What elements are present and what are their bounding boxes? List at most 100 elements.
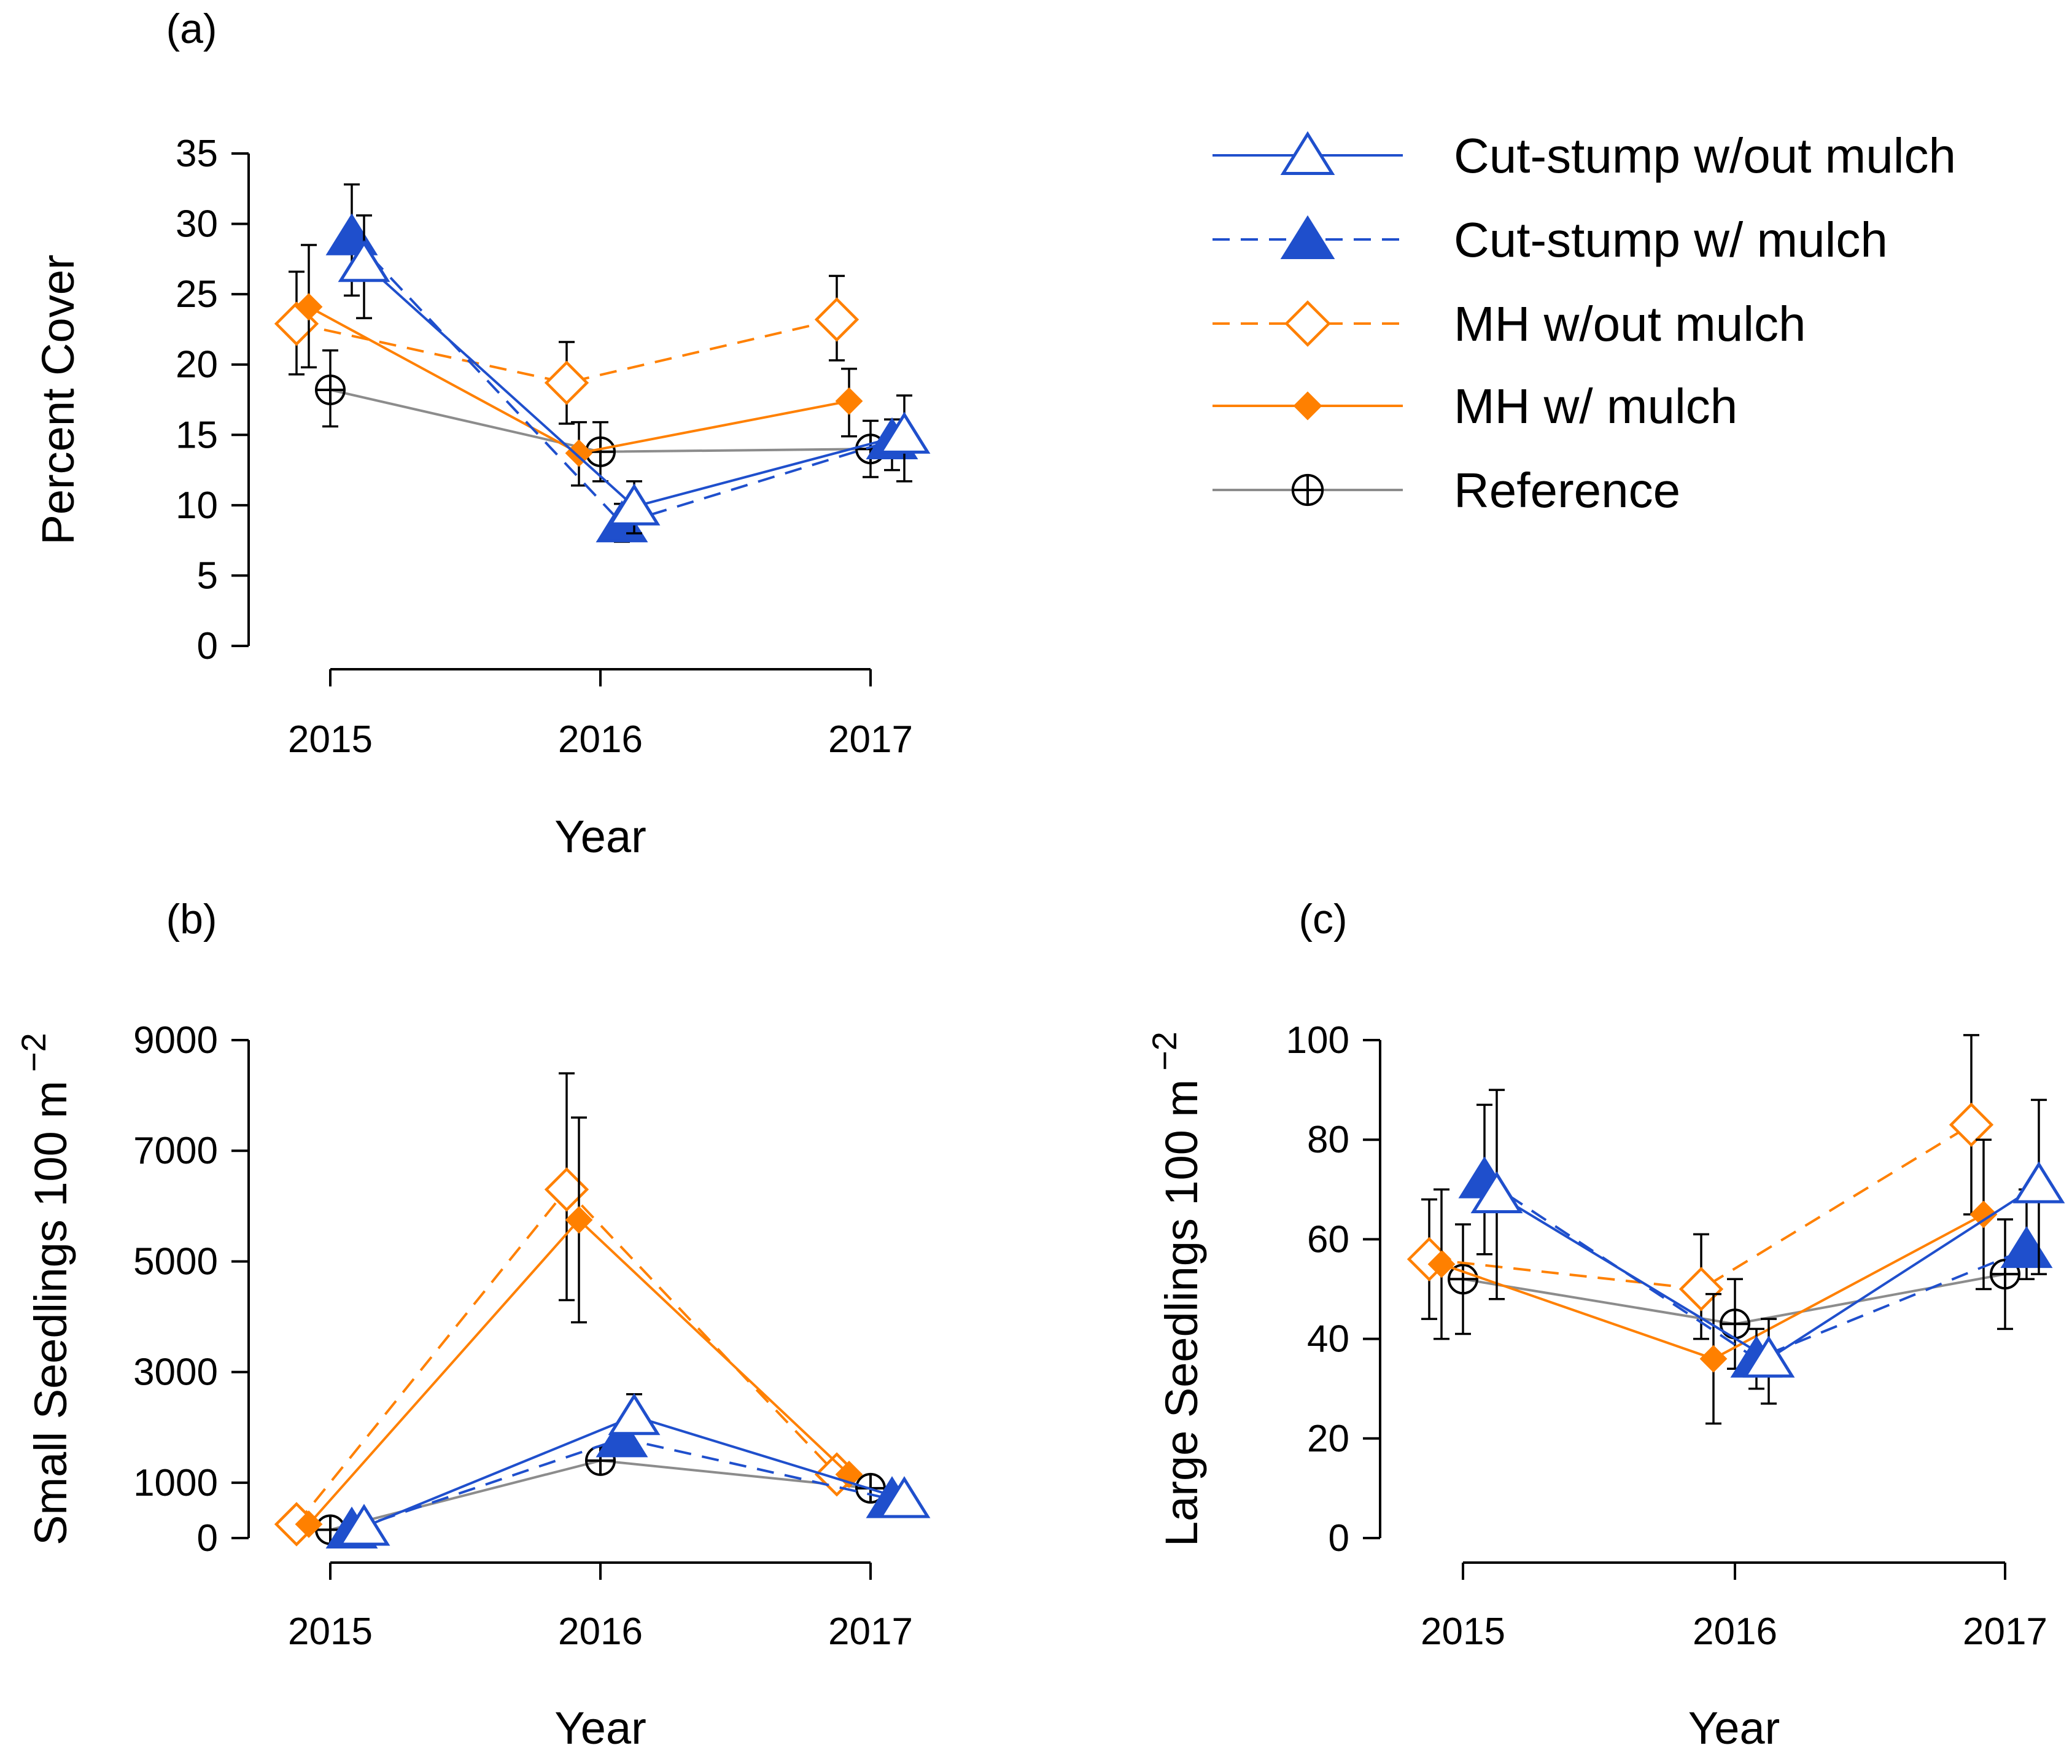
chart-panel-a: (a) 0 5 10 15 20 25 30 35 2015 2016 2017 Year Percent… [33, 6, 931, 862]
series-mh_w [1427, 1138, 1998, 1425]
series-cs_wo [338, 1393, 931, 1546]
x-tick-label: 2017 [1963, 1611, 2047, 1653]
x-axis-title: Year [1688, 1703, 1780, 1754]
legend-label-mh_w: MH w/ mulch [1454, 379, 1737, 433]
legend-marker-mh_w [1293, 391, 1322, 421]
data-point-cs_wo [608, 483, 661, 526]
legend-label-cs_wo: Cut-stump w/out mulch [1454, 128, 1956, 183]
y-tick-label: 0 [197, 625, 218, 667]
data-point-cs_wo [1470, 1171, 1523, 1213]
x-tick-label: 2016 [558, 718, 643, 761]
series-ref [315, 1445, 886, 1545]
y-tick-label: 35 [176, 133, 218, 175]
data-point-cs_w [2000, 1226, 2053, 1269]
data-point-cs_wo [1742, 1335, 1795, 1378]
data-point-mh_wo [1678, 1267, 1724, 1311]
x-tick-label: 2015 [1421, 1611, 1505, 1653]
series-ref [1448, 1218, 2020, 1370]
data-point-cs_wo [878, 411, 931, 454]
legend-item-mh_wo: MH w/out mulch [1213, 297, 1806, 351]
y-axis-title-text: Small Seedlings 100 m [25, 1081, 76, 1545]
legend-label-mh_wo: MH w/out mulch [1454, 297, 1806, 351]
y-tick-label: 25 [176, 273, 218, 316]
legend: Cut-stump w/out mulch Cut-stump w/ mulch M… [1213, 128, 1956, 518]
series-line-mh_wo [296, 318, 837, 384]
legend-item-cs_wo: Cut-stump w/out mulch [1213, 128, 1956, 183]
y-tick-label: 9000 [133, 1019, 218, 1062]
y-tick-label: 20 [1307, 1418, 1349, 1460]
y-axis-title: Percent Cover [33, 255, 83, 545]
data-point-mh_w [1427, 1250, 1456, 1278]
chart-panel-c: (c) 0 20 40 60 80 100 2015 2016 2017 Year Large See… [1145, 896, 2065, 1754]
legend-item-mh_w: MH w/ mulch [1213, 379, 1737, 433]
legend-marker-mh_wo [1284, 300, 1331, 347]
y-tick-label: 60 [1307, 1218, 1349, 1261]
data-point-ref [315, 374, 346, 405]
y-axis-title-text: Percent Cover [33, 255, 83, 545]
series-cs_w [325, 183, 918, 543]
y-tick-label: 40 [1307, 1318, 1349, 1361]
series-line-cs_wo [363, 262, 905, 508]
x-axis: 2015 2016 2017 [288, 1561, 913, 1653]
y-tick-label: 100 [1286, 1019, 1349, 1062]
data-point-mh_w [1969, 1200, 1998, 1229]
y-axis-title: Large Seedlings 100 m −2 [1145, 1032, 1207, 1547]
y-tick-label: 5000 [133, 1240, 218, 1283]
legend-item-cs_w: Cut-stump w/ mulch [1213, 212, 1888, 267]
data-point-mh_wo [544, 360, 589, 405]
y-tick-label: 7000 [133, 1130, 218, 1172]
panel-label: (b) [166, 896, 217, 942]
panel-label: (c) [1298, 896, 1347, 942]
y-tick-label: 10 [176, 484, 218, 527]
chart-panel-b: (b) 0 1000 3000 5000 7000 9000 2015 2016 2017 Year… [14, 896, 931, 1754]
data-point-mh_wo [1949, 1102, 1994, 1148]
y-tick-label: 0 [1329, 1517, 1349, 1560]
y-axis-title-exponent: −2 [14, 1033, 53, 1072]
y-axis: 0 1000 3000 5000 7000 9000 [133, 1019, 250, 1560]
data-point-cs_wo [608, 1393, 661, 1436]
x-tick-label: 2017 [828, 718, 913, 761]
legend-marker-cs_wo [1280, 131, 1335, 175]
series-mh_wo [274, 270, 859, 425]
series-mh_w [295, 1116, 863, 1538]
y-tick-label: 3000 [133, 1351, 218, 1394]
series-mh_wo [274, 1072, 859, 1547]
data-point-mh_wo [814, 297, 859, 342]
x-axis-title: Year [554, 1703, 646, 1754]
data-point-cs_wo [338, 239, 390, 282]
series-cs_w [1458, 1103, 2053, 1390]
x-tick-label: 2015 [288, 718, 373, 761]
data-point-cs_wo [878, 1476, 931, 1518]
data-point-mh_wo [544, 1167, 589, 1212]
legend-marker-cs_w [1280, 215, 1335, 259]
data-point-mh_w [295, 293, 323, 321]
y-axis: 0 5 10 15 20 25 30 35 [176, 133, 250, 667]
y-tick-label: 15 [176, 414, 218, 456]
x-tick-label: 2015 [288, 1611, 373, 1653]
y-tick-label: 5 [197, 554, 218, 597]
data-point-mh_w [295, 1510, 323, 1538]
legend-label-ref: Reference [1454, 463, 1680, 518]
y-axis-title-text: Large Seedlings 100 m [1156, 1079, 1207, 1547]
y-tick-label: 1000 [133, 1462, 218, 1504]
series-line-mh_wo [1429, 1124, 1973, 1291]
data-point-ref [1448, 1264, 1478, 1295]
x-tick-label: 2016 [1693, 1611, 1777, 1653]
y-tick-label: 30 [176, 203, 218, 246]
data-point-mh_w [565, 1206, 593, 1234]
panel-label: (a) [166, 6, 217, 52]
data-point-mh_w [1699, 1345, 1728, 1373]
series-cs_wo [338, 214, 931, 535]
x-axis: 2015 2016 2017 [288, 668, 913, 761]
series-mh_w [295, 244, 863, 487]
x-axis-title: Year [554, 811, 646, 862]
y-tick-label: 20 [176, 344, 218, 386]
x-axis: 2015 2016 2017 [1421, 1561, 2047, 1653]
series-cs_wo [1470, 1089, 2065, 1405]
y-tick-label: 80 [1307, 1119, 1349, 1161]
data-point-cs_wo [338, 1504, 390, 1546]
x-tick-label: 2017 [828, 1611, 913, 1653]
legend-item-ref: Reference [1213, 463, 1680, 518]
data-point-mh_w [835, 387, 863, 415]
